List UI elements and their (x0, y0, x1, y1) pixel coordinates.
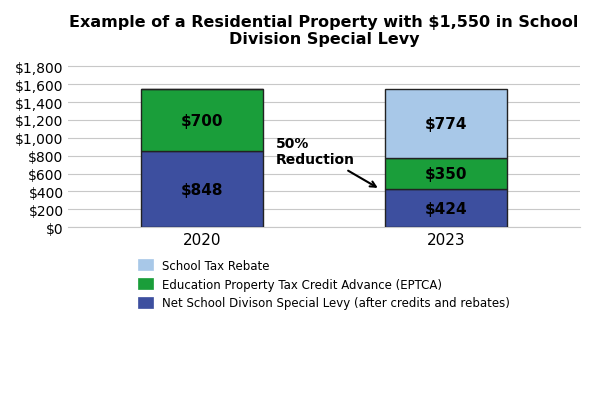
Text: $700: $700 (181, 113, 224, 128)
Text: $424: $424 (425, 201, 467, 216)
Text: 50%
Reduction: 50% Reduction (275, 137, 376, 187)
Text: $350: $350 (425, 167, 467, 182)
Bar (385, 90, 507, 159)
Bar (385, 190, 507, 228)
Text: $848: $848 (181, 183, 224, 197)
Bar (142, 90, 263, 152)
Bar (142, 152, 263, 228)
Legend: School Tax Rebate, Education Property Tax Credit Advance (EPTCA), Net School Div: School Tax Rebate, Education Property Ta… (139, 259, 510, 310)
Bar (385, 159, 507, 190)
Title: Example of a Residential Property with $1,550 in School
Division Special Levy: Example of a Residential Property with $… (70, 15, 579, 47)
Text: $774: $774 (425, 116, 467, 132)
